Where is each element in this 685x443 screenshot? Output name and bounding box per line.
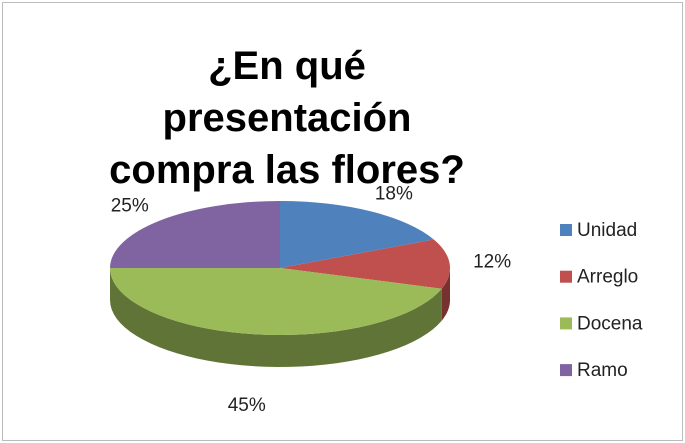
data-label: 25% [111, 195, 149, 216]
chart-title: ¿En qué presentación compra las flores? [109, 44, 465, 192]
slice [280, 239, 450, 289]
data-label: 18% [375, 183, 413, 204]
legend-swatch [560, 224, 572, 236]
slice [110, 201, 280, 268]
slice [109, 268, 442, 335]
legend-swatch [560, 317, 572, 330]
legend-label: Arreglo [577, 267, 638, 288]
legend-label: Ramo [577, 360, 628, 381]
legend-swatch [560, 270, 572, 283]
slice-side [110, 268, 442, 367]
data-label: 45% [228, 395, 266, 416]
legend-label: Unidad [577, 220, 637, 241]
slice-side [441, 268, 450, 321]
slice [280, 201, 434, 268]
legend-label: Docena [577, 313, 643, 334]
data-label: 12% [473, 252, 511, 273]
legend-swatch [560, 364, 572, 377]
